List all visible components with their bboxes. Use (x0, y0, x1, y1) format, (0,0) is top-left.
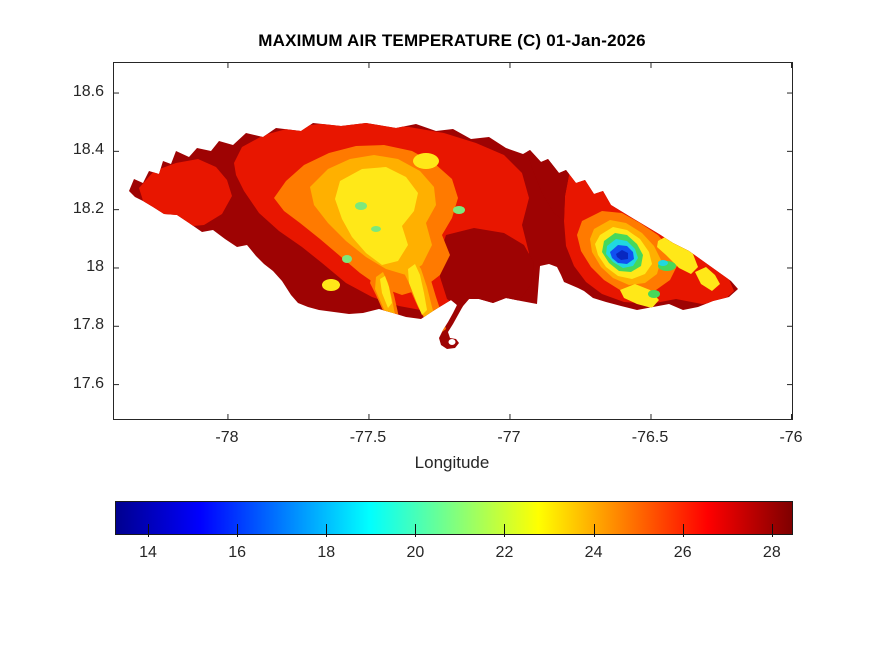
contour-region-dark-blue-core (616, 250, 628, 260)
contour-region-green-speck-4 (371, 226, 381, 232)
colorbar-tick-label: 16 (228, 544, 246, 561)
y-tick-label: 18.2 (72, 199, 104, 217)
x-tick-label: -77.5 (349, 429, 387, 446)
contour-region-west-red (139, 159, 232, 227)
contour-region-yellow-east-streak-1 (657, 233, 698, 274)
colorbar-tick-label: 14 (139, 544, 157, 561)
contour-region-yellow-spot-n (413, 153, 439, 169)
contour-region-dark-south-mass (439, 228, 534, 308)
contour-region-green-east-spot-2 (648, 290, 660, 298)
colorbar-tick-mark (326, 524, 328, 537)
x-tick-label: -76 (779, 429, 803, 446)
colorbar-tick-label: 26 (673, 544, 692, 561)
colorbar-tick-mark (504, 524, 506, 537)
contour-region-yellow-spot-sw (322, 279, 340, 291)
plot-title: MAXIMUM AIR TEMPERATURE (C) 01-Jan-2026 (258, 31, 646, 50)
colorbar-tick-mark (593, 524, 595, 537)
contour-region-yellow-core (335, 167, 418, 265)
y-tick-label: 18.6 (72, 83, 104, 101)
contour-region-green-speck-1 (355, 202, 367, 210)
plot-area (113, 62, 793, 420)
colorbar-tick-mark (682, 524, 684, 537)
colorbar-tick-label: 24 (584, 544, 603, 561)
colorbar-tick-mark (415, 524, 417, 537)
colorbar-tick-mark (237, 524, 239, 537)
colorbar (115, 501, 793, 535)
contour-region-yellow-streak-1 (408, 264, 427, 315)
x-tick-label: -78 (215, 429, 239, 446)
colorbar-tick-label: 22 (495, 544, 514, 561)
contour-region-yellow-east-streak-2 (620, 284, 659, 308)
contour-region-yellow-streak-2 (380, 276, 392, 308)
contour-region-green-speck-2 (453, 206, 465, 214)
colorbar-tick-mark (771, 524, 773, 537)
x-axis-label: Longitude (414, 453, 490, 472)
contour-region-yellow-ne-spot (566, 151, 587, 169)
colorbar-tick-label: 28 (762, 544, 781, 561)
contour-region-green-speck-3 (342, 255, 352, 263)
colorbar-tick-mark (147, 524, 149, 537)
contour-region-hook-notch (448, 339, 456, 345)
x-tick-label: -76.5 (631, 429, 669, 446)
contour-region-cyan-spot (658, 260, 668, 266)
colorbar-tick-label: 20 (406, 544, 425, 561)
contour-region-yellow-east-spot (695, 267, 720, 291)
y-tick-label: 18.4 (72, 141, 104, 159)
y-tick-label: 17.8 (72, 316, 104, 334)
colorbar-tick-label: 18 (317, 544, 336, 561)
jamaica-temperature-map (114, 63, 792, 419)
y-tick-label: 17.6 (72, 374, 104, 392)
y-tick-label: 18 (86, 257, 104, 275)
x-tick-label: -77 (497, 429, 521, 446)
